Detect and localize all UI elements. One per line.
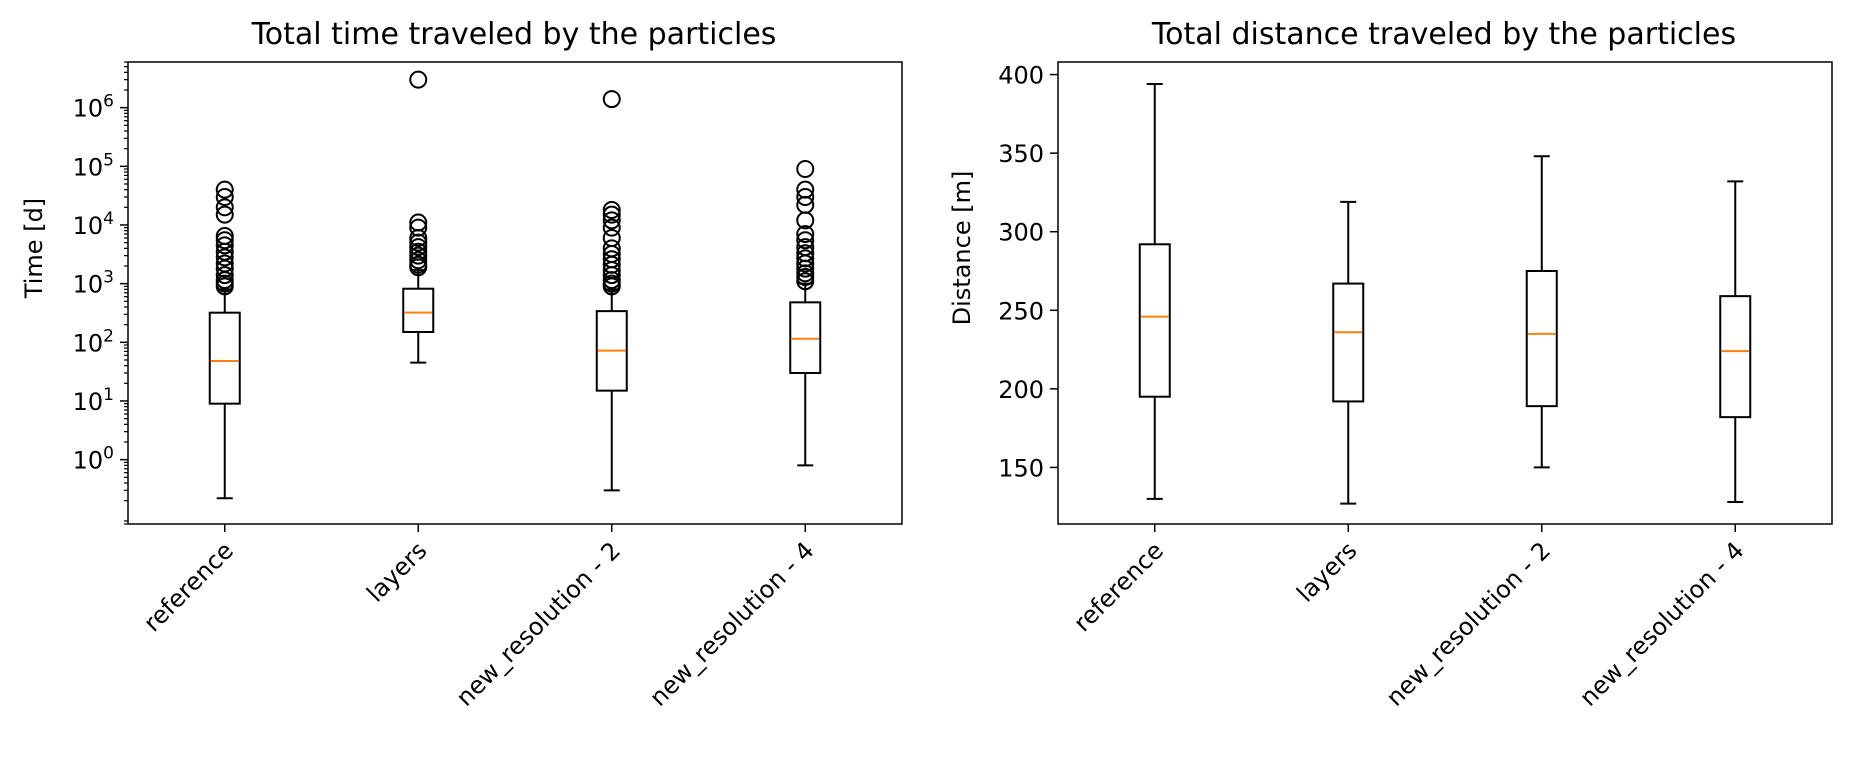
y-tick-label: 350 (998, 140, 1044, 168)
y-axis-label: Time [d] (20, 198, 48, 299)
flier-point (215, 198, 234, 217)
flier-point (215, 266, 234, 285)
x-tick-label: layers (361, 536, 432, 607)
chart-title: Total distance traveled by the particles (1151, 17, 1736, 52)
box (1525, 270, 1558, 408)
y-tick-label: 300 (998, 219, 1044, 247)
y-tick-label: 106 (73, 92, 114, 123)
flier-point (215, 231, 234, 250)
box-group (1138, 83, 1171, 500)
x-tick-label: new_resolution - 4 (644, 536, 819, 711)
box (402, 287, 435, 333)
box (1719, 295, 1752, 419)
x-tick-label: reference (1068, 536, 1169, 637)
chart-panel-distance: Total distance traveled by the particles… (948, 17, 1833, 712)
flier-point (409, 213, 428, 232)
y-tick-label: 102 (73, 326, 114, 357)
flier-point (409, 255, 428, 274)
flier-point (602, 228, 621, 247)
flier-point (602, 211, 621, 230)
box-group (1332, 200, 1365, 505)
box-group (1525, 155, 1558, 469)
flier-point (409, 233, 428, 252)
axes-frame (127, 61, 903, 525)
flier-point (409, 251, 428, 270)
flier-point (215, 254, 234, 273)
flier-point (215, 180, 234, 199)
flier-point (796, 231, 815, 250)
x-tick-label: reference (138, 536, 239, 637)
box (1138, 243, 1171, 398)
flier-point (796, 272, 815, 291)
x-tick-label: new_resolution - 2 (1381, 536, 1556, 711)
x-tick-label: layers (1291, 536, 1362, 607)
flier-point (602, 250, 621, 269)
x-tick-label: new_resolution - 2 (451, 536, 626, 711)
flier-point (796, 160, 815, 179)
flier-point (796, 180, 815, 199)
y-tick-label: 103 (73, 268, 114, 299)
box (595, 310, 628, 392)
y-tick-label: 200 (998, 376, 1044, 404)
flier-point (215, 248, 234, 267)
flier-point (796, 187, 815, 206)
chart-panel-time: Total time traveled by the particles Tim… (20, 17, 903, 712)
flier-point (602, 90, 621, 109)
flier-point (215, 236, 234, 255)
flier-point (602, 205, 621, 224)
chart-title: Total time traveled by the particles (251, 17, 777, 52)
flier-point (215, 205, 234, 224)
flier-point (215, 226, 234, 245)
plot-area: 150 200 250 300 350 400 reference layers new_res… (998, 61, 1833, 712)
flier-point (602, 201, 621, 220)
box (1332, 282, 1365, 403)
box-group (1719, 180, 1752, 503)
y-axis-label: Distance [m] (948, 171, 976, 326)
box-group (208, 180, 241, 500)
flier-point (796, 238, 815, 257)
flier-point (409, 218, 428, 237)
flier-point (796, 249, 815, 268)
y-tick-label: 101 (73, 385, 114, 416)
plot-area: 100 101 102 103 104 105 106 reference layers new_… (73, 61, 903, 712)
x-tick-label: new_resolution - 4 (1574, 536, 1749, 711)
flier-point (409, 242, 428, 261)
box (789, 301, 822, 374)
y-tick-label: 150 (998, 454, 1044, 482)
flier-point (602, 218, 621, 237)
y-tick-label: 400 (998, 62, 1044, 90)
box-group (595, 90, 628, 492)
box (208, 311, 241, 405)
y-tick-label: 104 (73, 209, 114, 240)
flier-point (215, 187, 234, 206)
y-tick-label: 100 (73, 444, 114, 475)
axes-frame (1057, 61, 1833, 525)
flier-point (602, 239, 621, 258)
y-tick-label: 105 (73, 150, 114, 181)
box-group (789, 160, 822, 467)
flier-point (409, 70, 428, 89)
y-tick-label: 250 (998, 297, 1044, 325)
flier-point (796, 244, 815, 263)
box-group (402, 70, 435, 364)
flier-point (409, 238, 428, 257)
flier-point (796, 225, 815, 244)
flier-point (796, 264, 815, 283)
